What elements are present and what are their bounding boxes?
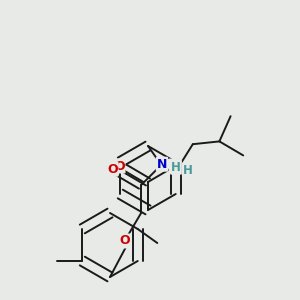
Text: H: H xyxy=(171,161,181,174)
Text: O: O xyxy=(120,235,130,248)
Text: N: N xyxy=(157,158,167,171)
Text: O: O xyxy=(114,160,124,172)
Text: N: N xyxy=(169,160,180,172)
Text: O: O xyxy=(107,163,118,176)
Text: H: H xyxy=(183,164,193,176)
